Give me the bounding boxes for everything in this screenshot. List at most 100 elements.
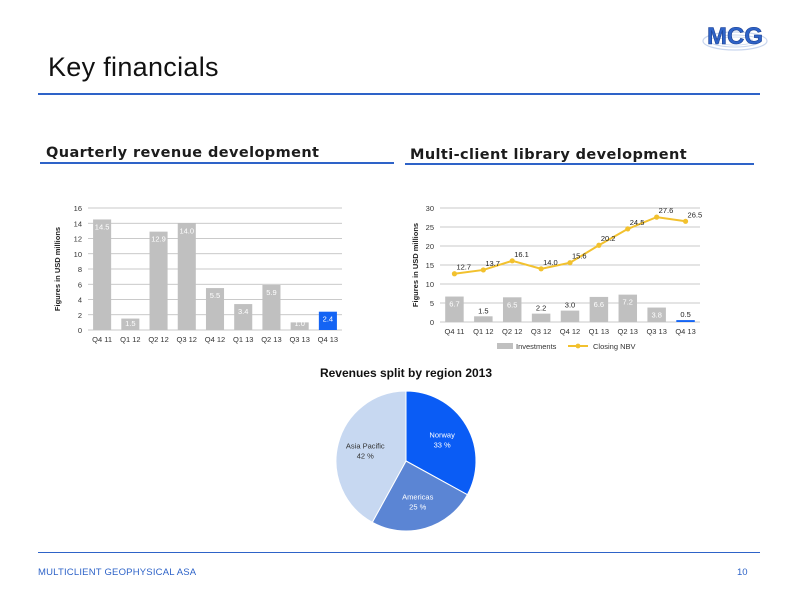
y-tick-label: 25 [426,223,434,232]
y-tick-label: 6 [78,280,82,289]
x-tick-label: Q2 12 [148,335,168,344]
closing-nbv-point [654,215,659,220]
quarterly-revenue-chart: 0 2 4 6 8 10 12 14 16 Figures in USD millions 14.5… [40,195,350,355]
section-rule-right [405,163,754,165]
bar-value-label: 3.0 [565,301,575,310]
line-value-label: 26.5 [688,210,703,219]
x-tick-label: Q1 12 [120,335,140,344]
line-value-label: 16.1 [514,250,529,259]
investment-bar [561,311,579,322]
line-value-label: 14.0 [543,258,558,267]
x-tick-label: Q3 13 [289,335,309,344]
x-tick-label: Q4 12 [205,335,225,344]
pie-slice-percent: 25 % [409,502,426,511]
x-tick-label: Q3 13 [646,327,666,336]
line-value-label: 13.7 [485,259,500,268]
bar-value-label: 3.8 [651,311,661,320]
footer-company-name: MULTICLIENT GEOPHYSICAL ASA [38,567,196,578]
y-tick-label: 15 [426,261,434,270]
bar-value-label: 12.9 [151,235,166,244]
revenue-region-pie-chart: Revenues split by region 2013 Norway33 % A… [300,362,520,542]
bar-value-label: 14.5 [95,222,110,231]
x-tick-label: Q4 11 [445,327,465,336]
x-tick-label: Q4 13 [675,327,695,336]
y-tick-label: 0 [78,326,82,335]
y-tick-label: 0 [430,318,434,327]
y-tick-label: 10 [426,280,434,289]
closing-nbv-point [452,271,457,276]
closing-nbv-point [625,226,630,231]
bar-value-label: 14.0 [179,226,194,235]
y-tick-label: 2 [78,311,82,320]
line-value-label: 27.6 [659,206,674,215]
library-development-chart: 0 5 10 15 20 25 30 Figures in USD millions 6.7 Q4… [405,195,715,365]
section-rule-left [40,162,394,164]
y-tick-label: 4 [78,296,82,305]
line-value-label: 20.2 [601,234,616,243]
legend-nbv-marker [576,344,581,349]
line-value-label: 15.6 [572,252,587,261]
logo-text: MCG [707,23,763,50]
revenue-bar [150,232,168,330]
x-tick-label: Q1 13 [233,335,253,344]
legend-nbv-label: Closing NBV [593,342,636,351]
x-tick-label: Q4 13 [318,335,338,344]
revenue-bar [93,219,111,330]
pie-slice-label: Norway [429,431,455,440]
closing-nbv-point [510,258,515,263]
x-tick-label: Q2 13 [261,335,281,344]
y-tick-label: 12 [74,235,82,244]
bar-value-label: 1.5 [478,306,488,315]
footer-rule [38,552,760,553]
x-tick-label: Q3 12 [531,327,551,336]
y-tick-label: 8 [78,265,82,274]
y-tick-label: 10 [74,250,82,259]
x-tick-label: Q2 12 [502,327,522,336]
x-tick-label: Q4 11 [92,335,112,344]
bar-value-label: 5.5 [210,291,220,300]
y-axis-label: Figures in USD millions [53,227,62,311]
legend-investments-label: Investments [516,342,557,351]
y-axis-label: Figures in USD millions [411,223,420,307]
revenue-bar [178,223,196,330]
closing-nbv-point [683,219,688,224]
pie-title: Revenues split by region 2013 [320,366,492,380]
bar-value-label: 7.2 [623,298,633,307]
bar-value-label: 2.4 [323,315,333,324]
y-tick-label: 20 [426,242,434,251]
bar-value-label: 6.5 [507,300,517,309]
investment-bar [532,314,550,322]
x-tick-label: Q1 13 [589,327,609,336]
library-development-title: Multi-client library development [410,147,687,163]
x-tick-label: Q3 12 [177,335,197,344]
y-tick-label: 16 [74,204,82,213]
x-tick-label: Q1 12 [473,327,493,336]
line-value-label: 12.7 [456,263,471,272]
x-tick-label: Q2 13 [618,327,638,336]
pie-slice-label: Americas [402,492,434,501]
page-title: Key financials [48,52,219,83]
y-tick-label: 30 [426,204,434,213]
y-tick-label: 5 [430,299,434,308]
pie-slice-percent: 33 % [434,441,451,450]
y-tick-label: 14 [74,219,82,228]
bar-value-label: 1.0 [294,319,304,328]
bar-value-label: 5.9 [266,288,276,297]
closing-nbv-point [481,267,486,272]
closing-nbv-point [567,260,572,265]
company-logo: MCG [700,14,770,60]
investment-bar [676,320,694,322]
line-value-label: 24.5 [630,218,645,227]
closing-nbv-point [539,266,544,271]
pie-slice-label: Asia Pacific [346,442,385,451]
bar-value-label: 0.5 [680,310,690,319]
bar-value-label: 6.7 [449,300,459,309]
pie-slice-percent: 42 % [357,452,374,461]
x-tick-label: Q4 12 [560,327,580,336]
quarterly-revenue-title: Quarterly revenue development [46,145,319,161]
closing-nbv-point [596,243,601,248]
investment-bar [474,316,492,322]
legend-investments-swatch [497,343,513,349]
bar-value-label: 2.2 [536,304,546,313]
title-rule [38,93,760,95]
